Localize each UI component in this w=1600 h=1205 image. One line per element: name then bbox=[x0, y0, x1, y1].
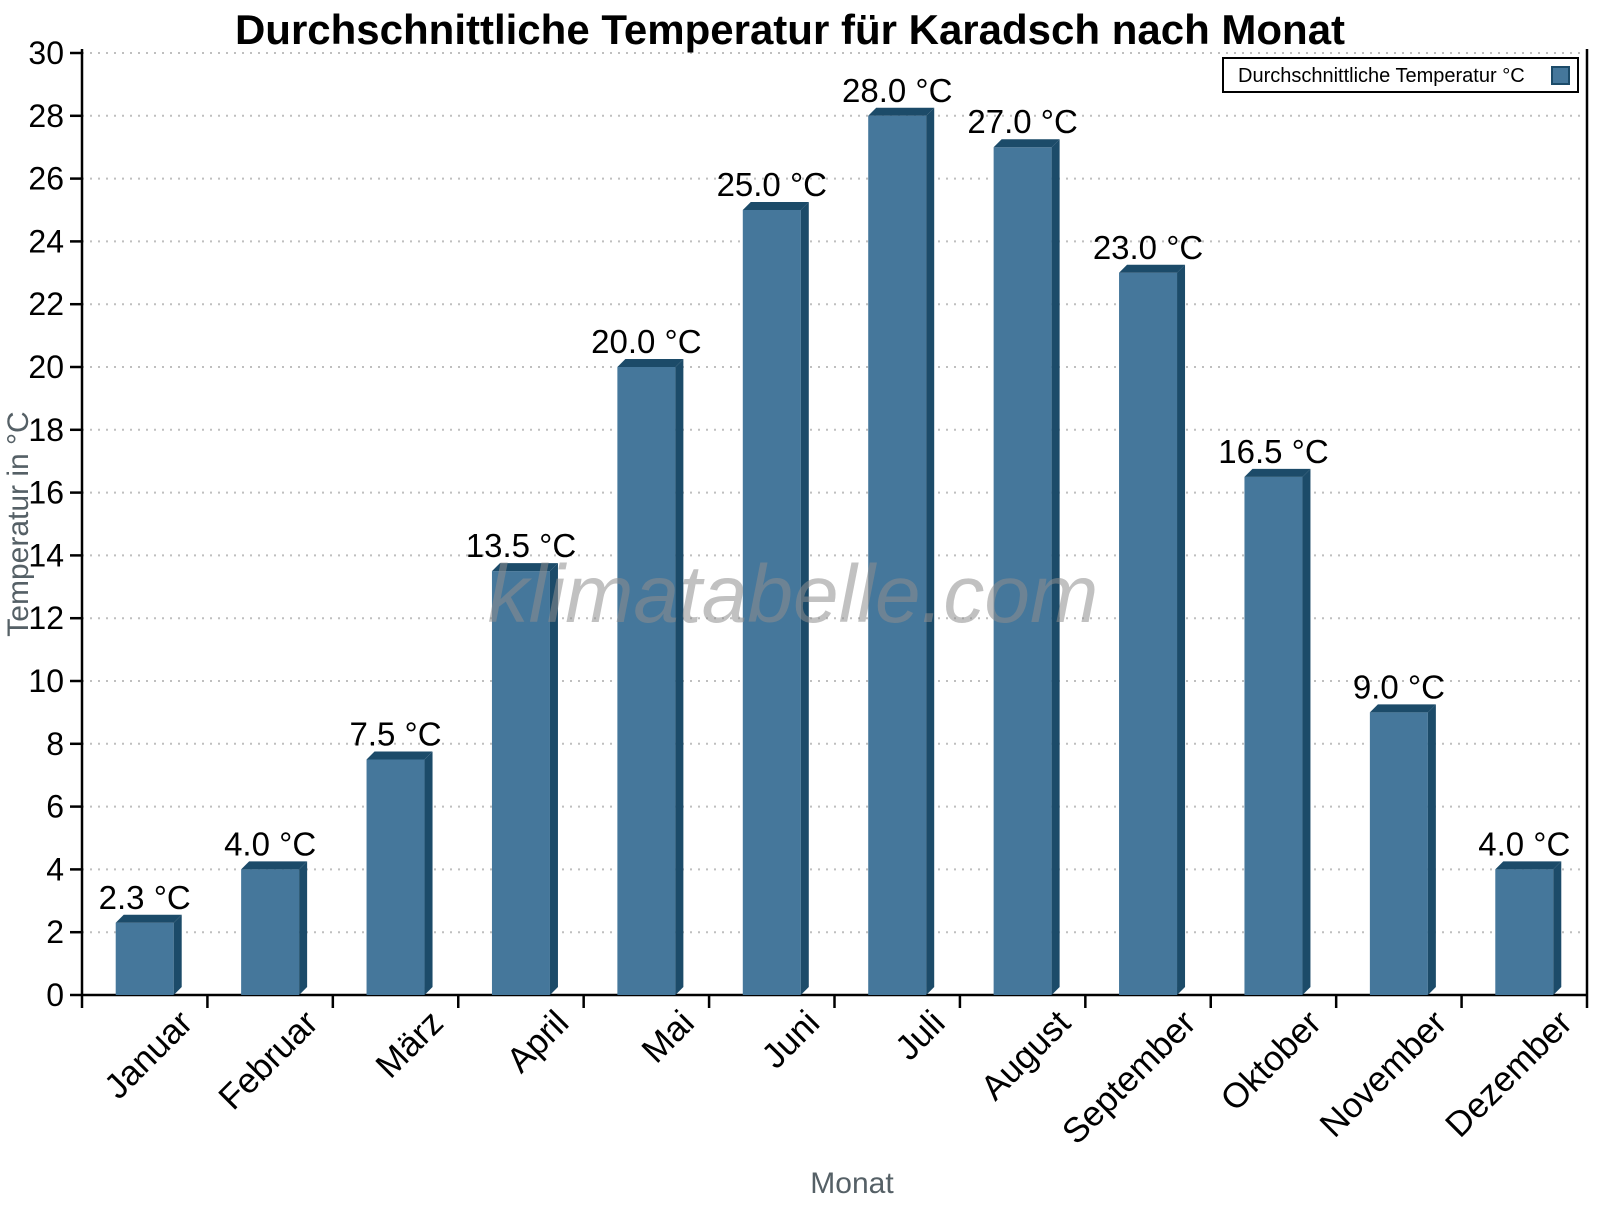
x-tick-label-november: November bbox=[1312, 1003, 1454, 1145]
value-label-juni: 25.0 °C bbox=[717, 166, 827, 203]
x-tick-label-märz: März bbox=[368, 1003, 451, 1086]
y-tick-label: 18 bbox=[28, 412, 64, 448]
y-tick-label: 16 bbox=[28, 475, 64, 511]
bar-side-juni bbox=[800, 202, 809, 995]
x-tick-label-februar: Februar bbox=[211, 1003, 325, 1117]
y-tick-label: 6 bbox=[46, 789, 64, 825]
legend-box bbox=[1222, 57, 1579, 93]
bar-top-mai bbox=[617, 359, 684, 367]
value-label-januar: 2.3 °C bbox=[99, 879, 191, 916]
bar-side-dezember bbox=[1553, 861, 1562, 995]
bar-front-oktober bbox=[1244, 476, 1303, 995]
bar-front-november bbox=[1369, 712, 1428, 995]
x-tick-label-januar: Januar bbox=[97, 1003, 200, 1106]
x-tick-label-april: April bbox=[499, 1003, 576, 1080]
bar-top-september bbox=[1119, 264, 1186, 273]
gridlines-layer bbox=[82, 52, 1587, 934]
bar-side-november bbox=[1427, 704, 1436, 995]
bar-top-januar bbox=[115, 914, 182, 923]
bar-front-august bbox=[993, 147, 1052, 995]
x-tick-label-juni: Juni bbox=[754, 1003, 827, 1076]
bar-front-februar bbox=[241, 869, 300, 995]
legend: Durchschnittliche Temperatur °C bbox=[1222, 57, 1579, 93]
y-tick-label: 2 bbox=[46, 914, 64, 950]
x-tick-label-oktober: Oktober bbox=[1213, 1003, 1329, 1119]
bar-side-januar bbox=[173, 914, 182, 995]
bar-front-juli bbox=[868, 115, 927, 996]
bar-side-mai bbox=[675, 359, 684, 995]
bar-front-märz bbox=[366, 759, 425, 995]
bar-front-januar bbox=[115, 922, 174, 995]
bar-side-oktober bbox=[1302, 468, 1311, 995]
legend-swatch-icon bbox=[1551, 66, 1570, 85]
value-label-november: 9.0 °C bbox=[1353, 668, 1445, 705]
bar-top-april bbox=[491, 563, 558, 572]
y-tick-label: 26 bbox=[28, 161, 64, 197]
value-label-dezember: 4.0 °C bbox=[1478, 825, 1570, 862]
bar-top-oktober bbox=[1244, 468, 1311, 477]
value-label-september: 23.0 °C bbox=[1093, 229, 1203, 266]
bar-front-september bbox=[1119, 272, 1178, 995]
value-label-oktober: 16.5 °C bbox=[1218, 433, 1328, 470]
bar-front-juni bbox=[742, 210, 801, 995]
bar-top-dezember bbox=[1495, 861, 1562, 870]
value-label-märz: 7.5 °C bbox=[350, 716, 442, 753]
bar-side-februar bbox=[299, 861, 308, 995]
y-tick-label: 28 bbox=[28, 98, 64, 134]
bar-top-februar bbox=[241, 861, 308, 870]
bar-front-april bbox=[491, 571, 550, 995]
bar-side-april bbox=[549, 563, 558, 995]
y-axis-title: Temperatur in °C bbox=[2, 411, 35, 636]
bar-top-märz bbox=[366, 751, 433, 760]
bar-top-juni bbox=[742, 202, 809, 210]
bar-top-august bbox=[993, 139, 1060, 148]
bar-side-september bbox=[1177, 264, 1186, 995]
legend-label: Durchschnittliche Temperatur °C bbox=[1238, 65, 1525, 87]
y-tick-label: 12 bbox=[28, 600, 64, 636]
bar-front-dezember bbox=[1495, 869, 1554, 995]
value-label-februar: 4.0 °C bbox=[224, 825, 316, 862]
bar-side-august bbox=[1051, 139, 1060, 995]
y-tick-label: 20 bbox=[28, 349, 64, 385]
x-tick-label-september: September bbox=[1055, 1003, 1204, 1152]
bar-front-mai bbox=[617, 367, 676, 995]
value-label-april: 13.5 °C bbox=[466, 527, 576, 564]
y-tick-label: 10 bbox=[28, 663, 64, 699]
value-label-mai: 20.0 °C bbox=[591, 323, 701, 360]
x-tick-label-dezember: Dezember bbox=[1438, 1003, 1580, 1145]
y-tick-label: 30 bbox=[28, 35, 64, 71]
bar-side-märz bbox=[424, 751, 433, 995]
y-tick-label: 24 bbox=[28, 223, 64, 259]
y-tick-label: 0 bbox=[46, 977, 64, 1013]
bar-top-november bbox=[1369, 704, 1436, 713]
y-tick-label: 22 bbox=[28, 286, 64, 322]
chart-title: Durchschnittliche Temperatur für Karadsc… bbox=[235, 6, 1345, 53]
bars-layer bbox=[115, 107, 1562, 996]
y-tick-label: 4 bbox=[46, 851, 64, 887]
y-tick-label: 14 bbox=[28, 537, 64, 573]
x-tick-label-juli: Juli bbox=[888, 1003, 953, 1068]
x-tick-label-august: August bbox=[973, 1003, 1078, 1108]
bar-top-juli bbox=[868, 107, 935, 116]
x-axis-title: Monat bbox=[810, 1167, 894, 1200]
watermark: klimatabelle.com bbox=[488, 549, 1099, 640]
value-label-juli: 28.0 °C bbox=[842, 72, 952, 109]
bar-side-juli bbox=[926, 107, 935, 996]
x-tick-label-mai: Mai bbox=[634, 1003, 701, 1070]
ticks-layer bbox=[70, 51, 1589, 1008]
y-tick-label: 8 bbox=[46, 726, 64, 762]
value-label-august: 27.0 °C bbox=[967, 103, 1077, 140]
